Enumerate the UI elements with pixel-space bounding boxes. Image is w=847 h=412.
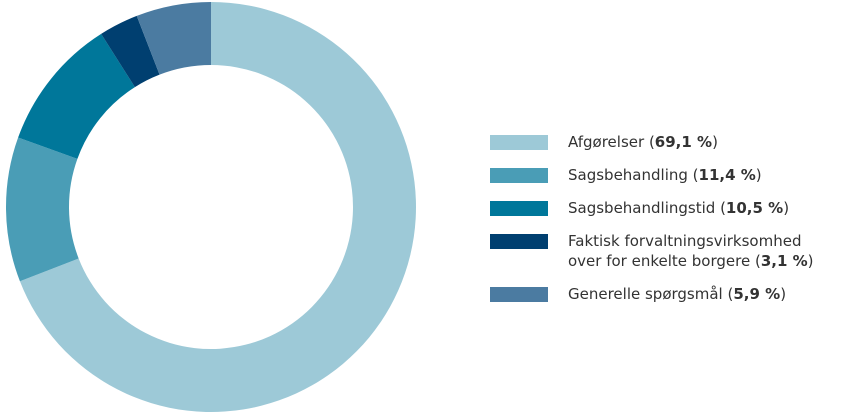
legend-label: Afgørelser bbox=[568, 133, 645, 151]
legend-value: 11,4 % bbox=[693, 166, 762, 184]
legend-text: Generelle spørgsmål 5,9 % bbox=[568, 284, 838, 304]
legend-swatch bbox=[490, 135, 548, 150]
legend-text: Sagsbehandling 11,4 % bbox=[568, 165, 838, 185]
donut-segment bbox=[136, 2, 211, 75]
legend-item: Generelle spørgsmål 5,9 % bbox=[490, 284, 840, 304]
legend-label: Faktisk forvaltningsvirksomhed over for … bbox=[568, 232, 802, 270]
legend-item: Afgørelser 69,1 % bbox=[490, 132, 840, 152]
legend-swatch bbox=[490, 234, 548, 249]
donut-segment bbox=[101, 15, 160, 88]
legend-label: Sagsbehandlingstid bbox=[568, 199, 716, 217]
legend-value: 10,5 % bbox=[720, 199, 789, 217]
donut-segment bbox=[19, 2, 416, 412]
donut-segment bbox=[18, 33, 135, 159]
legend-swatch bbox=[490, 201, 548, 216]
legend-item: Sagsbehandling 11,4 % bbox=[490, 165, 840, 185]
legend: Afgørelser 69,1 %Sagsbehandling 11,4 %Sa… bbox=[490, 132, 840, 317]
donut-segment bbox=[6, 137, 79, 282]
legend-value: 3,1 % bbox=[755, 252, 814, 270]
legend-text: Afgørelser 69,1 % bbox=[568, 132, 838, 152]
legend-label: Sagsbehandling bbox=[568, 166, 688, 184]
chart bbox=[6, 2, 416, 412]
legend-swatch bbox=[490, 168, 548, 183]
legend-item: Faktisk forvaltningsvirksomhed over for … bbox=[490, 231, 840, 271]
legend-text: Sagsbehandlingstid 10,5 % bbox=[568, 198, 838, 218]
legend-label: Generelle spørgsmål bbox=[568, 285, 723, 303]
legend-value: 69,1 % bbox=[649, 133, 718, 151]
legend-swatch bbox=[490, 287, 548, 302]
legend-value: 5,9 % bbox=[728, 285, 787, 303]
legend-item: Sagsbehandlingstid 10,5 % bbox=[490, 198, 840, 218]
legend-text: Faktisk forvaltningsvirksomhed over for … bbox=[568, 231, 838, 271]
